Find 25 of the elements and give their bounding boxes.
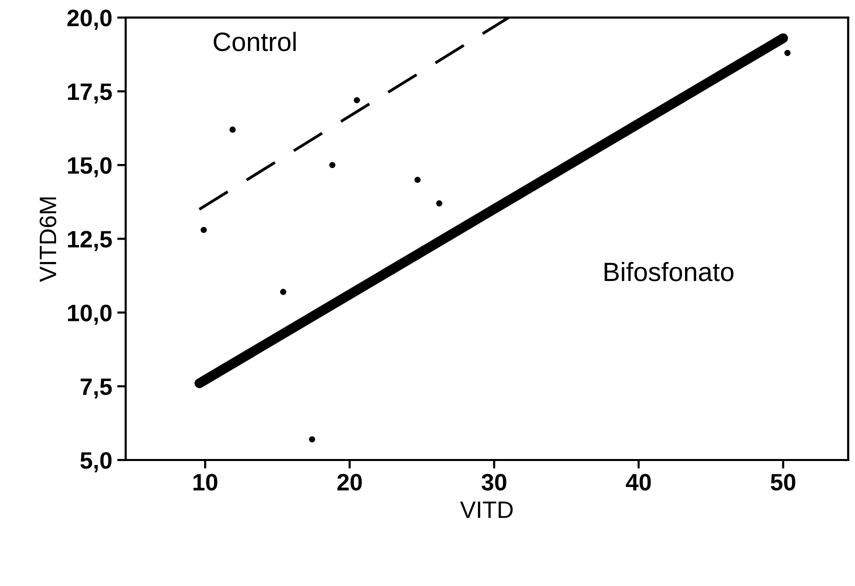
x-tick-label: 20: [337, 474, 362, 491]
annotation: Bifosfonato: [604, 262, 734, 282]
point: [436, 200, 442, 206]
y-tick-label: 7,5: [80, 378, 112, 398]
y-tick-label: 17,5: [68, 84, 112, 104]
y-axis-title: VITD6M: [40, 197, 56, 282]
point: [308, 436, 316, 442]
y-tick-label: 15,0: [68, 157, 112, 178]
point: [329, 162, 336, 168]
point: [200, 226, 207, 234]
point: [280, 288, 286, 295]
x-tick-label: 40: [626, 474, 651, 491]
y-tick-label: 10,0: [68, 304, 112, 325]
y-tick-label: 5,0: [80, 452, 112, 472]
y-tick-label: 20,0: [67, 10, 112, 30]
x-tick-label: 50: [770, 474, 796, 491]
point: [784, 50, 791, 56]
point: [414, 176, 421, 183]
point: [230, 126, 236, 133]
annotation: Control: [214, 32, 296, 52]
x-tick-label: 30: [482, 474, 506, 491]
y-tick-label: 12,5: [68, 230, 112, 252]
x-tick-label: 10: [194, 474, 218, 491]
x-axis-title: VITD: [460, 502, 513, 518]
point: [354, 97, 360, 104]
